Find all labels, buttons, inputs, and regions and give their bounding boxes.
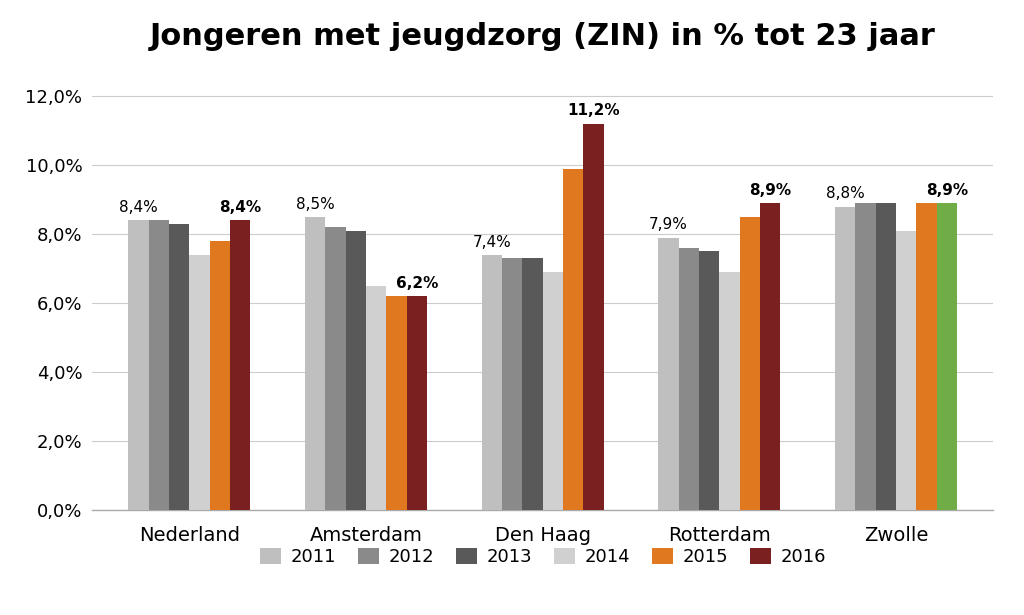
- Bar: [836, 207, 855, 510]
- Bar: [366, 286, 386, 510]
- Bar: [760, 203, 780, 510]
- Bar: [169, 224, 189, 510]
- Bar: [148, 220, 169, 510]
- Bar: [346, 231, 366, 510]
- Bar: [896, 231, 916, 510]
- Bar: [876, 203, 896, 510]
- Bar: [739, 217, 760, 510]
- Bar: [481, 255, 502, 510]
- Title: Jongeren met jeugdzorg (ZIN) in % tot 23 jaar: Jongeren met jeugdzorg (ZIN) in % tot 23…: [150, 22, 936, 51]
- Text: 8,4%: 8,4%: [119, 200, 158, 215]
- Bar: [305, 217, 326, 510]
- Bar: [855, 203, 876, 510]
- Bar: [720, 272, 739, 510]
- Bar: [128, 220, 148, 510]
- Bar: [189, 255, 210, 510]
- Bar: [658, 237, 679, 510]
- Text: 8,4%: 8,4%: [219, 200, 261, 215]
- Text: 7,4%: 7,4%: [472, 235, 511, 250]
- Bar: [584, 124, 604, 510]
- Bar: [916, 203, 937, 510]
- Bar: [563, 169, 584, 510]
- Text: 8,8%: 8,8%: [826, 186, 864, 201]
- Bar: [407, 296, 427, 510]
- Bar: [679, 248, 699, 510]
- Text: 6,2%: 6,2%: [395, 276, 438, 291]
- Legend: 2011, 2012, 2013, 2014, 2015, 2016: 2011, 2012, 2013, 2014, 2015, 2016: [253, 541, 833, 573]
- Text: 8,9%: 8,9%: [750, 183, 792, 198]
- Text: 8,5%: 8,5%: [296, 197, 335, 212]
- Bar: [326, 228, 346, 510]
- Bar: [522, 258, 543, 510]
- Text: 8,9%: 8,9%: [926, 183, 968, 198]
- Bar: [502, 258, 522, 510]
- Text: 11,2%: 11,2%: [567, 103, 620, 119]
- Bar: [937, 203, 957, 510]
- Bar: [386, 296, 407, 510]
- Bar: [230, 220, 250, 510]
- Text: 7,9%: 7,9%: [649, 218, 688, 232]
- Bar: [210, 241, 230, 510]
- Bar: [543, 272, 563, 510]
- Bar: [699, 252, 720, 510]
